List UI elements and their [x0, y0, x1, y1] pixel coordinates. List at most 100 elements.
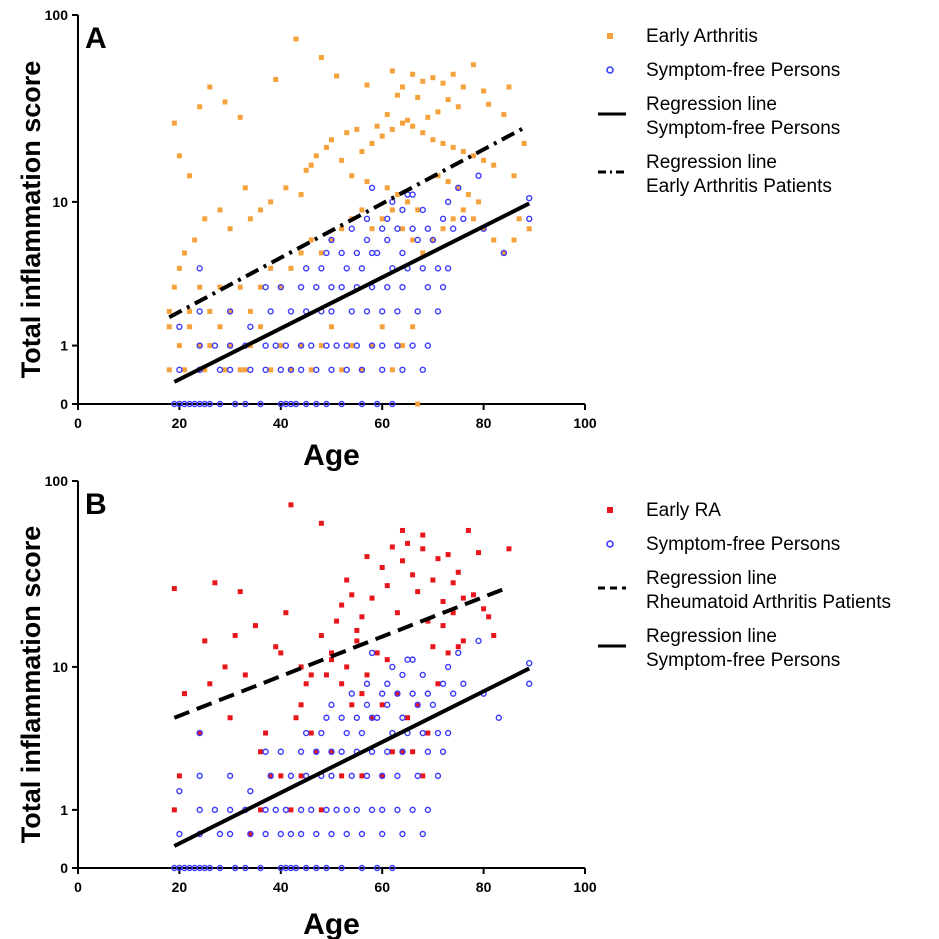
data-point-circle	[358, 366, 366, 374]
data-point-circle	[358, 729, 366, 737]
chart-panel-b: 0 20 40 60 80 100 0 1 10 100 Age Total inflammation…	[16, 473, 891, 939]
data-point-circle	[348, 308, 355, 315]
data-point-circle	[384, 680, 391, 687]
data-point-square	[470, 153, 476, 159]
data-point-circle	[216, 864, 224, 872]
data-point-square	[237, 114, 243, 120]
data-point-square	[197, 104, 203, 110]
data-point-square	[187, 324, 193, 330]
data-point-circle	[262, 342, 269, 349]
data-point-square	[415, 702, 421, 708]
data-point-circle	[424, 283, 432, 291]
data-point-circle	[323, 342, 330, 349]
data-point-circle	[379, 308, 386, 315]
data-point-square	[298, 343, 304, 349]
data-point-circle	[373, 400, 381, 408]
data-point-circle	[460, 680, 467, 687]
data-point-square	[405, 199, 411, 205]
x-tick-label: 60	[374, 415, 390, 431]
data-point-square	[394, 691, 400, 697]
data-point-circle	[333, 342, 340, 349]
data-point-circle	[444, 198, 452, 206]
data-point-square	[258, 284, 264, 290]
data-point-circle	[419, 729, 426, 737]
data-point-circle	[424, 806, 432, 814]
data-point-circle	[348, 690, 355, 697]
data-point-square	[379, 216, 385, 222]
data-point-square	[394, 92, 400, 98]
x-tick-label: 20	[172, 415, 188, 431]
data-point-square	[237, 367, 243, 373]
data-point-circle	[439, 680, 447, 687]
data-point-square	[187, 308, 193, 314]
x-axis-title: Age	[303, 439, 360, 472]
data-point-circle	[379, 690, 386, 697]
data-point-square	[339, 226, 345, 232]
data-point-circle	[409, 690, 416, 697]
legend-square-marker	[607, 33, 613, 39]
data-point-circle	[277, 283, 284, 291]
data-point-square	[247, 216, 253, 222]
data-point-square	[313, 153, 319, 159]
data-point-square	[197, 284, 203, 290]
data-point-square	[313, 749, 319, 755]
data-point-circle	[343, 265, 350, 272]
data-point-square	[268, 199, 274, 205]
data-point-circle	[338, 748, 345, 755]
data-point-circle	[526, 194, 533, 202]
data-point-circle	[384, 283, 391, 291]
data-point-circle	[419, 206, 426, 214]
data-point-circle	[292, 400, 300, 408]
data-point-circle	[196, 806, 203, 814]
data-point-circle	[267, 308, 274, 315]
data-point-square	[349, 173, 355, 179]
data-point-square	[166, 308, 172, 314]
data-point-circle	[384, 701, 391, 709]
data-point-circle	[526, 680, 533, 687]
data-point-circle	[495, 714, 503, 721]
data-point-circle	[328, 236, 335, 244]
data-point-circle	[196, 772, 203, 780]
data-point-circle	[302, 729, 310, 737]
data-point-circle	[368, 184, 376, 192]
data-point-circle	[399, 206, 406, 214]
data-point-square	[298, 664, 304, 670]
data-point-circle	[373, 249, 381, 257]
data-point-circle	[399, 249, 406, 257]
data-point-square	[455, 644, 461, 650]
data-point-square	[318, 250, 324, 256]
data-point-circle	[323, 400, 330, 408]
data-point-circle	[444, 729, 452, 737]
data-point-square	[242, 185, 248, 191]
data-point-circle	[196, 729, 203, 737]
data-point-square	[369, 226, 375, 232]
data-point-circle	[262, 748, 269, 755]
y-tick-label: 100	[45, 7, 69, 23]
data-point-circle	[313, 400, 320, 408]
legend-label: Symptom-free Persons	[646, 60, 840, 81]
data-point-square	[339, 773, 345, 779]
data-point-square	[374, 123, 380, 129]
data-point-circle	[338, 400, 345, 408]
data-point-square	[171, 120, 177, 126]
data-point-square	[359, 691, 365, 697]
data-point-circle	[348, 225, 355, 232]
data-point-circle	[475, 172, 482, 179]
data-point-square	[263, 730, 269, 736]
data-point-circle	[196, 342, 203, 349]
data-point-square	[349, 702, 355, 708]
data-point-square	[334, 73, 340, 79]
data-point-square	[202, 367, 208, 373]
data-point-circle	[394, 806, 401, 814]
y-tick-label: 10	[52, 194, 68, 210]
data-point-square	[298, 702, 304, 708]
data-point-square	[374, 650, 380, 656]
data-point-square	[450, 610, 456, 616]
data-point-circle	[419, 830, 426, 838]
data-point-circle	[526, 215, 533, 222]
data-point-square	[415, 207, 421, 213]
data-point-square	[389, 126, 395, 132]
data-point-square	[420, 773, 426, 779]
data-point-circle	[394, 342, 401, 349]
data-point-square	[410, 237, 416, 243]
